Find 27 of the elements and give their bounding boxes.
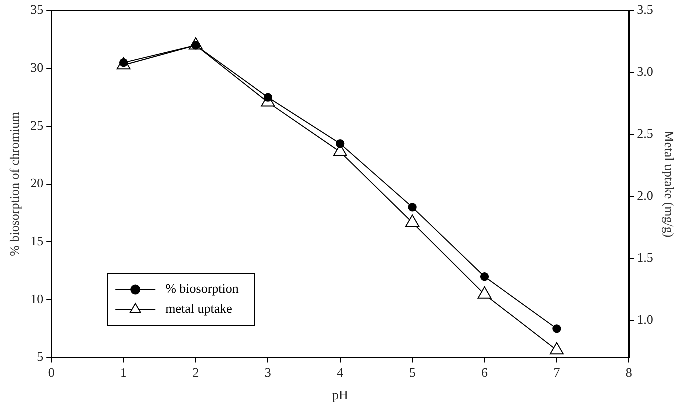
y2-tick-label: 2.0 [637,188,654,204]
x-tick-label: 0 [48,365,55,380]
x-tick-label: 2 [192,365,200,380]
y-tick-label: 5 [37,349,44,364]
legend-label: % biosorption [166,281,240,296]
x-tick-label: 4 [337,365,344,380]
y-tick-label: 20 [30,176,44,191]
y2-tick-label: 1.5 [637,250,654,266]
y-tick-label: 25 [30,118,44,133]
x-tick-label: 5 [409,365,416,380]
x-axis-title: pH [332,388,348,403]
x-tick-label: 8 [626,365,632,380]
y-tick-label: 30 [30,60,44,76]
y-axis-title: % biosorption of chromium [7,112,22,256]
x-tick-label: 1 [120,365,128,380]
x-tick-label: 7 [554,365,561,380]
y2-tick-label: 3.5 [637,2,654,18]
x-tick-label: 6 [482,365,489,380]
y-tick-label: 35 [30,2,44,18]
y2-tick-label: 1.0 [637,312,654,328]
y-tick-label: 10 [30,291,44,306]
legend-label: metal uptake [166,301,233,316]
y2-tick-label: 3.0 [637,64,654,80]
x-tick-label: 3 [264,365,272,380]
y2-tick-label: 2.5 [637,126,654,142]
y2-axis-title: Metal uptake (mg/g) [662,130,677,238]
y-tick-label: 15 [30,234,44,249]
